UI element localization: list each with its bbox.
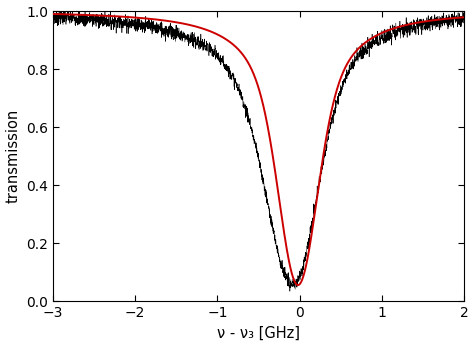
Y-axis label: transmission: transmission [6,109,20,203]
X-axis label: ν - ν₃ [GHz]: ν - ν₃ [GHz] [217,326,300,340]
